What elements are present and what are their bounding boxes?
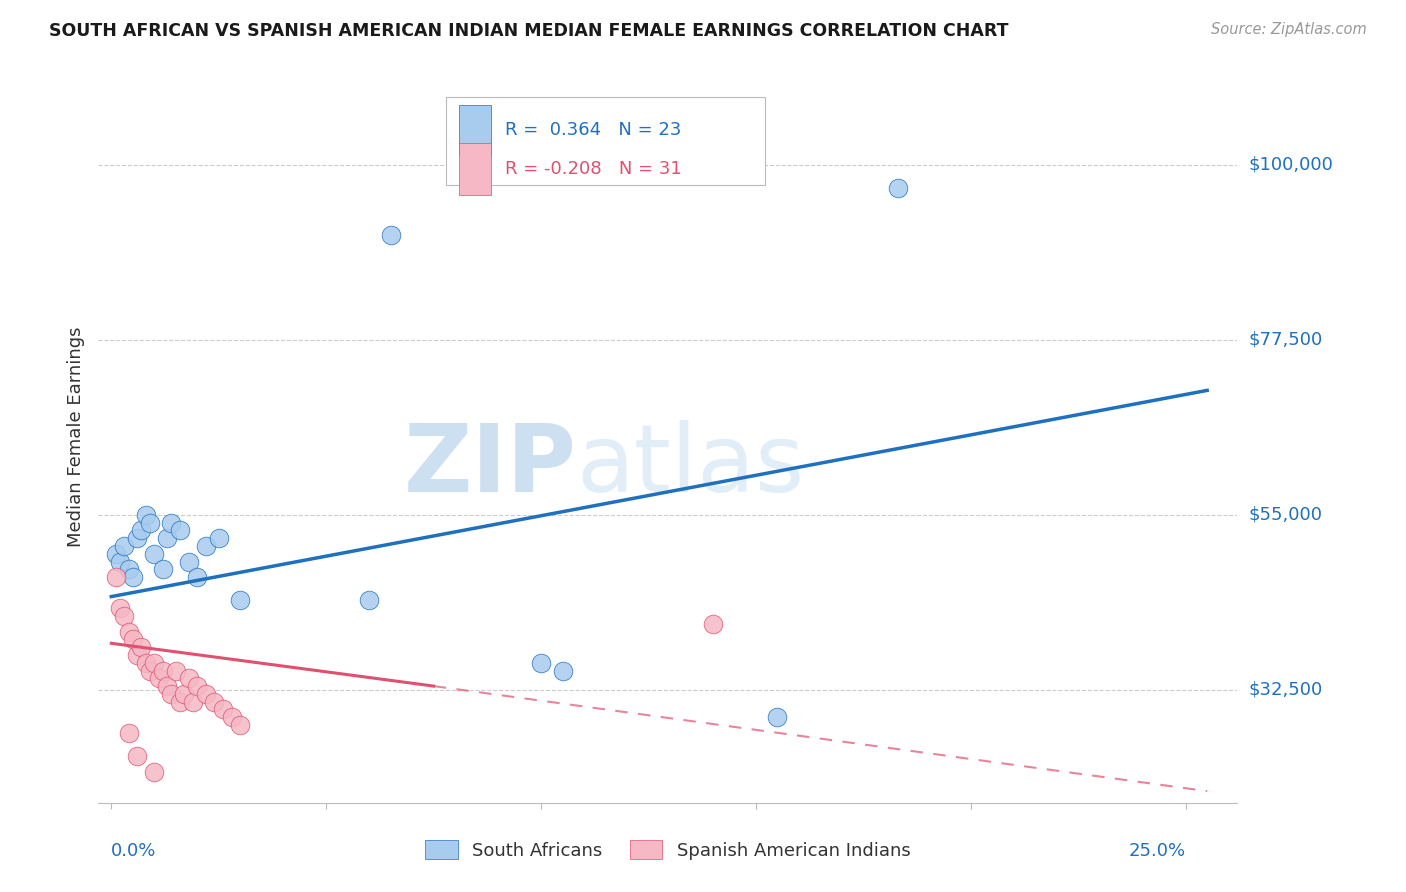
Point [139,516,162,530]
Text: $100,000: $100,000 [1249,156,1333,174]
Text: R =  0.364   N = 23: R = 0.364 N = 23 [505,121,682,139]
Point [156,679,179,693]
Text: 0.0%: 0.0% [111,842,156,860]
Point [104,570,127,584]
Point [160,687,183,701]
Y-axis label: Median Female Earnings: Median Female Earnings [66,326,84,548]
Point [127,749,149,764]
Point [173,687,195,701]
Text: R = -0.208   N = 31: R = -0.208 N = 31 [505,160,682,178]
Point [181,695,204,709]
Point [551,664,574,678]
Bar [460,104,491,156]
Point [117,562,139,576]
Text: $55,000: $55,000 [1249,506,1323,524]
Point [194,687,217,701]
Point [108,555,131,569]
Point [887,181,910,195]
Legend: South Africans, Spanish American Indians: South Africans, Spanish American Indians [418,833,918,867]
Point [208,531,231,545]
Point [135,508,157,522]
Point [127,648,149,662]
Point [117,725,139,739]
Point [104,547,127,561]
Point [108,601,131,615]
Point [212,702,235,716]
Text: $32,500: $32,500 [1249,681,1323,699]
Point [127,531,149,545]
Point [152,562,174,576]
Point [177,671,200,685]
Point [121,632,143,647]
Point [221,710,243,724]
Point [121,570,143,584]
Point [156,531,179,545]
Text: ZIP: ZIP [404,420,576,512]
Point [194,539,217,553]
Point [112,539,135,553]
Text: Source: ZipAtlas.com: Source: ZipAtlas.com [1211,22,1367,37]
Point [152,664,174,678]
Point [117,624,139,639]
Point [143,547,166,561]
Point [530,656,553,670]
Text: SOUTH AFRICAN VS SPANISH AMERICAN INDIAN MEDIAN FEMALE EARNINGS CORRELATION CHAR: SOUTH AFRICAN VS SPANISH AMERICAN INDIAN… [49,22,1008,40]
Point [702,616,724,631]
Point [135,656,157,670]
Point [160,516,183,530]
Point [165,664,187,678]
Point [131,524,153,538]
Point [148,671,170,685]
Point [229,593,252,607]
Point [139,664,162,678]
Point [112,609,135,624]
Point [143,656,166,670]
Point [380,227,402,242]
Point [169,695,191,709]
Point [131,640,153,655]
Text: $77,500: $77,500 [1249,331,1323,349]
Point [177,555,200,569]
Point [186,679,208,693]
Text: 25.0%: 25.0% [1129,842,1185,860]
Text: atlas: atlas [576,420,806,512]
Point [229,718,252,732]
FancyBboxPatch shape [446,97,765,185]
Point [169,524,191,538]
Point [359,593,381,607]
Bar [460,144,491,194]
Point [143,764,166,779]
Point [186,570,208,584]
Point [766,710,789,724]
Point [204,695,226,709]
